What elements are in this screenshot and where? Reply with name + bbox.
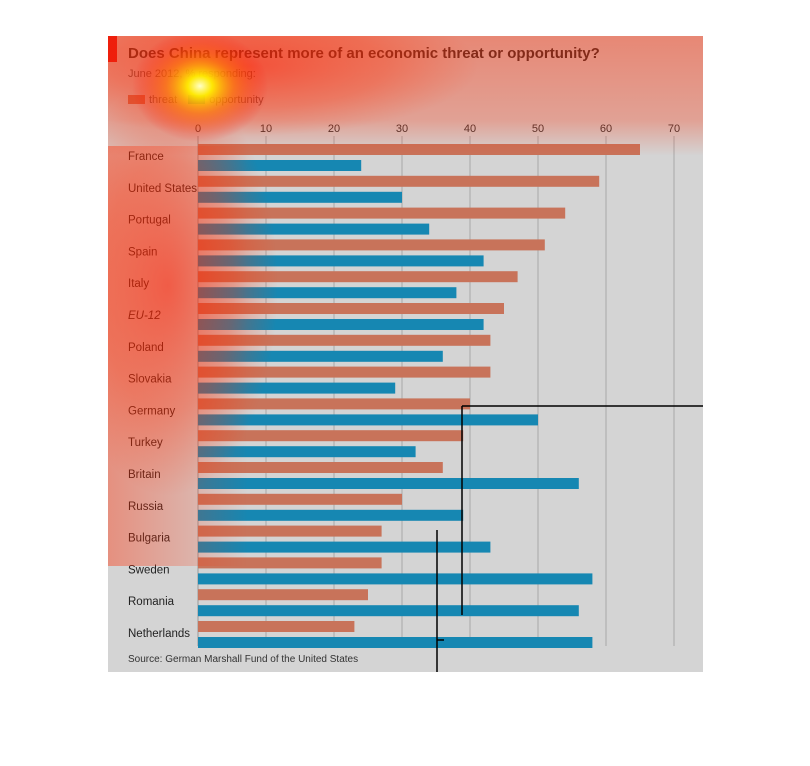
bar-threat-poland: [198, 334, 491, 346]
legend-item-opportunity: opportunity: [188, 94, 264, 106]
x-tick-label-70: 70: [668, 123, 680, 135]
red-accent-tab: [108, 36, 117, 62]
x-tick-label-20: 20: [328, 123, 340, 135]
chart-subtitle: June 2012, % responding:: [128, 68, 256, 80]
legend-swatch-opportunity: [188, 95, 206, 104]
bar-opportunity-united-states: [198, 191, 402, 203]
bar-opportunity-russia: [198, 509, 464, 521]
chart-title: Does China represent more of an economic…: [128, 45, 600, 62]
bar-opportunity-spain: [198, 255, 484, 267]
bar-opportunity-france: [198, 160, 362, 171]
category-label-italy: Italy: [128, 278, 149, 290]
bar-opportunity-slovakia: [198, 382, 396, 394]
legend-label-opportunity: opportunity: [209, 94, 264, 106]
bar-threat-eu-12: [198, 303, 504, 314]
category-label-romania: Romania: [128, 596, 175, 608]
category-label-united-states: United States: [128, 183, 197, 195]
category-label-portugal: Portugal: [128, 215, 171, 227]
bar-opportunity-romania: [198, 605, 579, 617]
bar-opportunity-germany: [198, 414, 538, 426]
bar-opportunity-turkey: [198, 446, 416, 458]
x-tick-label-60: 60: [600, 123, 612, 135]
bar-threat-bulgaria: [198, 525, 382, 537]
bar-threat-turkey: [198, 430, 464, 442]
category-label-slovakia: Slovakia: [128, 374, 172, 386]
category-label-sweden: Sweden: [128, 564, 170, 576]
bar-opportunity-netherlands: [198, 637, 593, 648]
bar-threat-france: [198, 144, 640, 155]
bar-threat-russia: [198, 493, 402, 505]
legend-label-threat: threat: [149, 94, 178, 106]
bar-chart: 0 10 20 30 40 50 60 70 France United States Portug…: [128, 123, 680, 648]
bar-threat-romania: [198, 589, 368, 601]
category-label-turkey: Turkey: [128, 437, 163, 449]
category-label-eu-12: EU-12: [128, 310, 161, 322]
category-label-france: France: [128, 151, 164, 163]
legend-swatch-threat: [128, 95, 145, 104]
bar-threat-italy: [198, 271, 518, 283]
chart-source: Source: German Marshall Fund of the Unit…: [128, 654, 359, 665]
bar-threat-sweden: [198, 557, 382, 569]
category-label-poland: Poland: [128, 342, 164, 354]
bar-threat-netherlands: [198, 621, 355, 632]
bar-threat-britain: [198, 462, 443, 473]
category-label-bulgaria: Bulgaria: [128, 533, 171, 545]
category-label-germany: Germany: [128, 405, 176, 417]
x-tick-label-10: 10: [260, 123, 272, 135]
x-tick-label-50: 50: [532, 123, 544, 135]
x-tick-label-40: 40: [464, 123, 476, 135]
category-label-russia: Russia: [128, 501, 164, 513]
category-label-britain: Britain: [128, 469, 161, 481]
bar-threat-germany: [198, 398, 470, 410]
bar-opportunity-britain: [198, 478, 579, 489]
chart-panel: 0 10 20 30 40 50 60 70 France United States Portug…: [108, 36, 703, 672]
x-tick-label-0: 0: [195, 123, 201, 135]
bar-opportunity-portugal: [198, 223, 430, 235]
bar-opportunity-poland: [198, 350, 443, 362]
bar-threat-portugal: [198, 207, 566, 219]
bar-opportunity-sweden: [198, 573, 593, 585]
bar-opportunity-eu-12: [198, 319, 484, 330]
bar-threat-united-states: [198, 175, 600, 187]
legend: threat opportunity: [128, 94, 272, 106]
bar-opportunity-bulgaria: [198, 541, 491, 553]
x-tick-label-30: 30: [396, 123, 408, 135]
category-label-spain: Spain: [128, 246, 157, 258]
legend-item-threat: threat: [128, 94, 177, 106]
category-label-netherlands: Netherlands: [128, 628, 190, 640]
bar-opportunity-italy: [198, 287, 457, 299]
bar-threat-slovakia: [198, 366, 491, 378]
bar-threat-spain: [198, 239, 545, 251]
